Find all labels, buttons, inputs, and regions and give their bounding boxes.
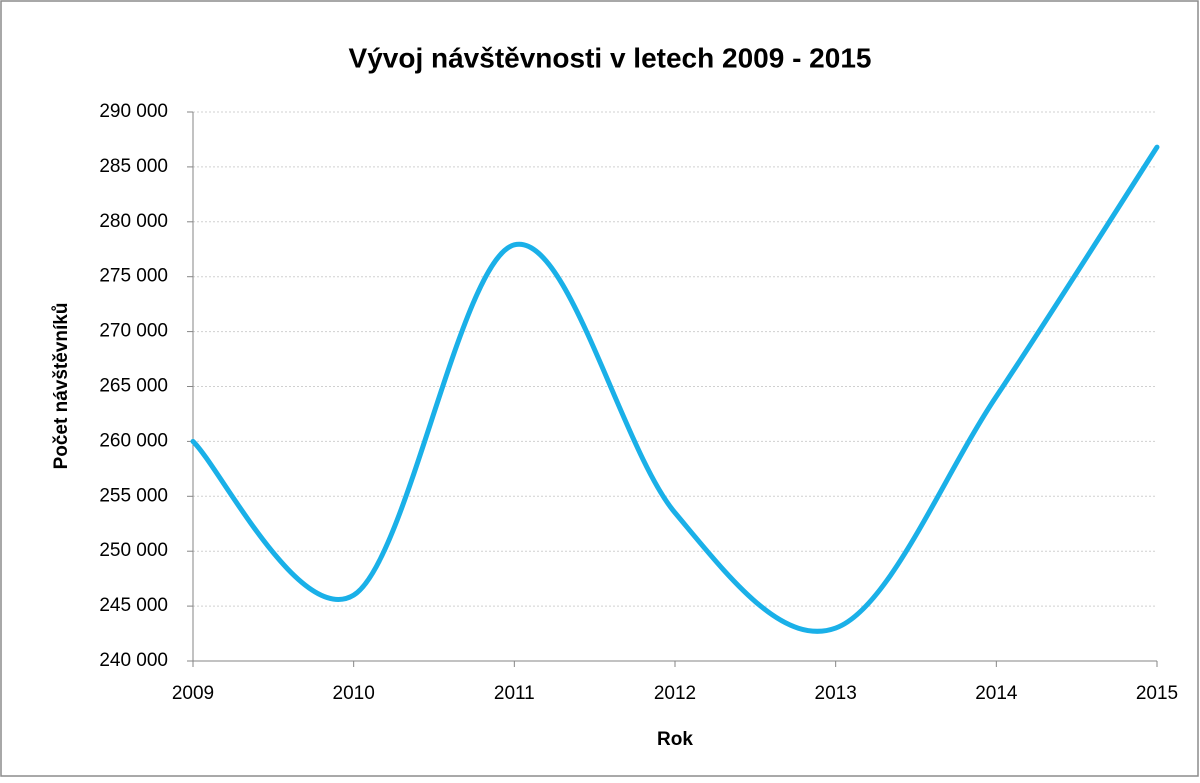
y-tick-label: 255 000 — [99, 485, 168, 506]
y-tick-label: 265 000 — [99, 376, 168, 397]
x-tick-label: 2009 — [172, 683, 214, 704]
x-axis-label: Rok — [657, 729, 693, 750]
x-tick-label: 2015 — [1136, 683, 1178, 704]
y-tick-label: 245 000 — [99, 595, 168, 616]
x-tick-label: 2011 — [494, 683, 535, 704]
y-tick-label: 275 000 — [99, 266, 168, 287]
y-tick-label: 240 000 — [99, 650, 168, 671]
x-tick-label: 2013 — [815, 683, 857, 704]
y-tick-label: 260 000 — [99, 430, 168, 451]
y-axis-label: Počet návštěvníků — [51, 303, 72, 470]
x-tick-label: 2014 — [975, 683, 1018, 704]
y-tick-label: 285 000 — [99, 156, 168, 177]
y-tick-label: 270 000 — [99, 321, 168, 342]
chart-title: Vývoj návštěvnosti v letech 2009 - 2015 — [349, 42, 872, 73]
y-tick-label: 250 000 — [99, 540, 168, 561]
line-series — [190, 144, 1160, 634]
y-tick-label: 280 000 — [99, 211, 168, 232]
y-tick-label: 290 000 — [99, 101, 168, 122]
x-tick-label: 2010 — [333, 683, 375, 704]
x-tick-label: 2012 — [654, 683, 696, 704]
